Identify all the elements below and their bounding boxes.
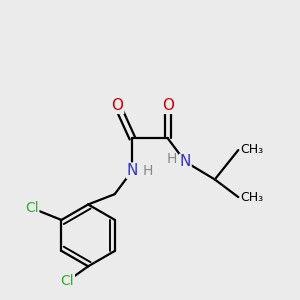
Text: O: O [162,98,174,113]
Text: H: H [142,164,153,178]
Text: CH₃: CH₃ [240,190,263,204]
Text: N: N [180,154,191,169]
Text: Cl: Cl [25,201,39,215]
Text: CH₃: CH₃ [240,143,263,157]
Text: N: N [127,163,138,178]
Text: O: O [112,98,124,113]
Text: Cl: Cl [61,274,74,288]
Text: H: H [167,152,177,166]
